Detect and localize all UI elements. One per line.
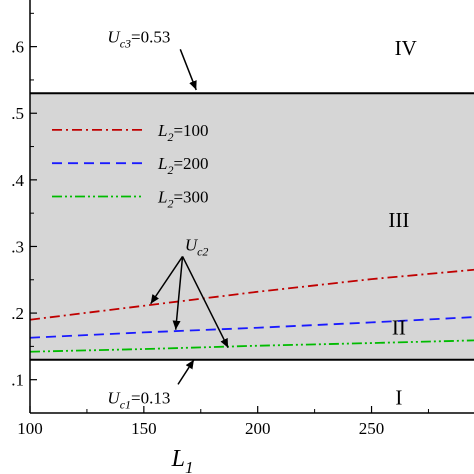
x-axis-label: L1 bbox=[171, 446, 194, 474]
x-tick-label: 200 bbox=[245, 419, 271, 438]
uc3-arrow bbox=[179, 49, 197, 91]
uc2-arrow-1 bbox=[150, 256, 184, 305]
series-line-3 bbox=[29, 339, 474, 353]
uc2-arrow-3 bbox=[181, 256, 229, 349]
legend-label-2: L2=200 bbox=[157, 154, 209, 177]
uc1-label: Uc1=0.13 bbox=[107, 389, 170, 412]
shaded-band bbox=[30, 93, 474, 360]
y-tick-label: .6 bbox=[11, 38, 24, 57]
y-tick-label: .4 bbox=[11, 171, 24, 190]
region-label: II bbox=[392, 316, 406, 340]
legend-label-3: L2=300 bbox=[157, 188, 209, 211]
y-tick-label: .1 bbox=[11, 371, 24, 390]
uc2-label: Uc2 bbox=[185, 235, 209, 258]
y-tick-label: .2 bbox=[11, 304, 24, 323]
x-tick-label: 250 bbox=[359, 419, 385, 438]
uc2-arrow-2 bbox=[172, 256, 184, 330]
region-label: I bbox=[395, 386, 402, 410]
x-tick-label: 150 bbox=[131, 419, 157, 438]
y-tick-label: .5 bbox=[11, 104, 24, 123]
region-label: III bbox=[388, 208, 409, 232]
x-tick-label: 100 bbox=[17, 419, 43, 438]
series-line-1 bbox=[29, 268, 474, 321]
region-label: IV bbox=[395, 36, 417, 60]
uc3-label: Uc3=0.53 bbox=[107, 28, 170, 51]
uc1-arrow bbox=[177, 359, 195, 385]
series-line-2 bbox=[29, 316, 474, 339]
y-tick-label: .3 bbox=[11, 237, 24, 256]
legend-label-1: L2=100 bbox=[157, 121, 209, 144]
